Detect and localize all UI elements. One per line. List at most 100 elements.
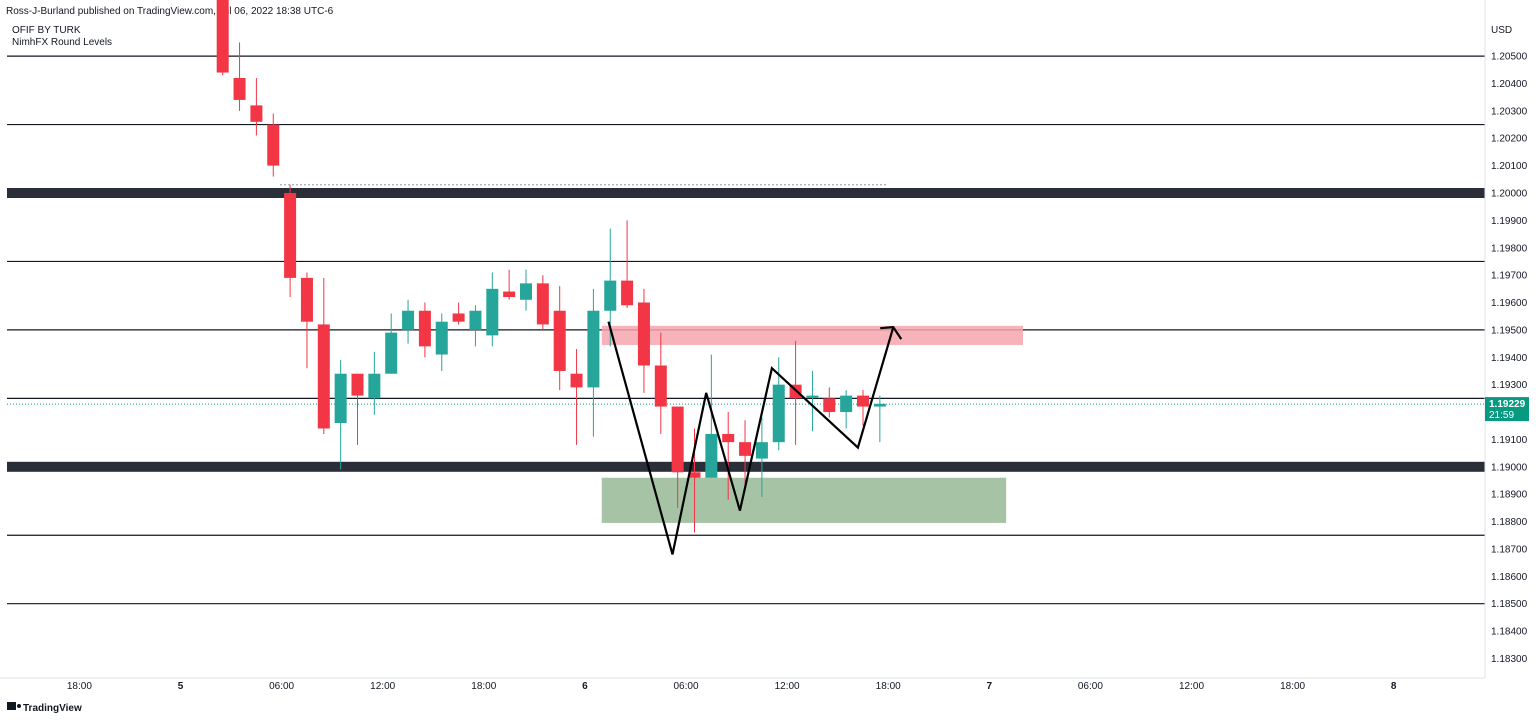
- price-tick-label: 1.19400: [1491, 353, 1528, 364]
- candle-body: [418, 310, 431, 347]
- last-price-value: 1.19229: [1489, 399, 1526, 410]
- candle-body: [520, 283, 532, 300]
- bearish-candle: [637, 288, 650, 393]
- demand-zone: [601, 477, 1007, 523]
- price-tick-label: 1.20000: [1491, 189, 1528, 200]
- bearish-candle: [503, 269, 516, 300]
- bearish-candle: [233, 42, 246, 111]
- bullish-candle: [873, 395, 886, 443]
- candle-body: [351, 373, 364, 396]
- time-tick-label: 06:00: [1078, 681, 1103, 692]
- candle-body: [503, 291, 516, 298]
- price-tick-label: 1.20300: [1491, 106, 1528, 117]
- price-tick-label: 1.19100: [1491, 435, 1528, 446]
- bearish-candle: [351, 373, 364, 445]
- candle-body: [772, 384, 785, 443]
- candle-body: [553, 310, 566, 371]
- candle-body: [705, 433, 718, 478]
- major-round-level: [7, 461, 1485, 472]
- candle-body: [755, 442, 768, 459]
- bearish-candle: [739, 420, 752, 492]
- candle-body: [823, 398, 836, 413]
- candle-body: [587, 310, 600, 388]
- bar-countdown: 21:59: [1489, 410, 1514, 421]
- bullish-candle: [486, 272, 499, 347]
- bearish-candle: [267, 113, 280, 177]
- arrow-head-icon: [880, 326, 903, 340]
- bearish-candle: [216, 0, 229, 76]
- price-tick-label: 1.19000: [1491, 462, 1528, 473]
- indicator-label-round-levels: NimhFX Round Levels: [12, 37, 113, 48]
- candle-body: [284, 193, 297, 278]
- bearish-candle: [317, 277, 330, 434]
- price-axis-panel[interactable]: [1485, 0, 1536, 678]
- price-tick-label: 1.20500: [1491, 52, 1528, 63]
- bearish-candle: [250, 78, 263, 136]
- time-tick-label: 06:00: [269, 681, 294, 692]
- price-tick-label: 1.20200: [1491, 134, 1528, 145]
- supply-zone: [601, 325, 1023, 345]
- bullish-candle: [587, 288, 600, 437]
- candle-body: [368, 373, 381, 399]
- candle-body: [233, 78, 246, 100]
- time-tick-label: 18:00: [876, 681, 901, 692]
- price-tick-label: 1.20400: [1491, 79, 1528, 90]
- candle-body: [300, 277, 313, 322]
- bearish-candle: [857, 390, 869, 426]
- time-tick-label: 12:00: [370, 681, 395, 692]
- bullish-candle: [334, 360, 347, 470]
- price-tick-label: 1.19500: [1491, 325, 1528, 336]
- price-tick-label: 1.19800: [1491, 243, 1528, 254]
- bearish-candle: [654, 332, 667, 434]
- bearish-candle: [671, 406, 684, 508]
- brand-label: TradingView: [23, 703, 82, 714]
- bearish-candle: [418, 302, 431, 358]
- bullish-candle: [368, 351, 381, 415]
- major-round-level: [7, 188, 1485, 198]
- price-tick-label: 1.20100: [1491, 161, 1528, 172]
- candle-body: [621, 280, 634, 306]
- bullish-candle: [705, 354, 718, 478]
- time-tick-label: 8: [1391, 681, 1397, 692]
- currency-label: USD: [1491, 25, 1512, 36]
- bullish-candle: [469, 305, 482, 347]
- candle-body: [250, 105, 263, 122]
- last-price-tag: [1485, 397, 1529, 422]
- w-pattern-path: [607, 321, 895, 555]
- bearish-candle: [621, 220, 634, 308]
- time-tick-label: 18:00: [1280, 681, 1305, 692]
- tradingview-logo-icon: [7, 702, 21, 710]
- time-tick-label: 7: [987, 681, 993, 692]
- bullish-candle: [402, 299, 415, 344]
- price-tick-label: 1.19900: [1491, 216, 1528, 227]
- candle-body: [334, 373, 347, 423]
- bearish-candle: [823, 387, 836, 418]
- time-tick-label: 12:00: [775, 681, 800, 692]
- time-tick-label: 18:00: [67, 681, 92, 692]
- candle-body: [435, 321, 448, 355]
- time-tick-label: 6: [582, 681, 588, 692]
- bullish-candle: [840, 390, 853, 429]
- price-tick-label: 1.18500: [1491, 599, 1528, 610]
- candle-body: [722, 433, 735, 443]
- price-tick-label: 1.18700: [1491, 544, 1528, 555]
- bearish-candle: [722, 412, 735, 500]
- candle-body: [637, 302, 650, 366]
- candle-body: [469, 310, 482, 330]
- price-tick-label: 1.18800: [1491, 517, 1528, 528]
- price-tick-label: 1.19700: [1491, 271, 1528, 282]
- candle-body: [385, 332, 398, 374]
- published-caption: Ross-J-Burland published on TradingView.…: [6, 6, 334, 17]
- candle-body: [671, 406, 684, 473]
- bearish-candle: [300, 272, 313, 369]
- candle-body: [267, 124, 280, 166]
- candle-body: [688, 472, 701, 478]
- candle-body: [402, 310, 415, 330]
- bearish-candle: [553, 286, 566, 391]
- candle-body: [216, 0, 229, 73]
- time-tick-label: 18:00: [471, 681, 496, 692]
- bullish-candle: [806, 370, 819, 432]
- price-tick-label: 1.19600: [1491, 298, 1528, 309]
- candle-body: [570, 373, 583, 388]
